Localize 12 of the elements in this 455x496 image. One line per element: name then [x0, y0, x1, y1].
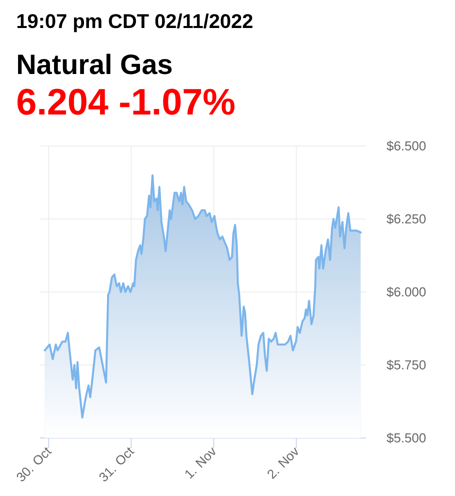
y-tick-label: $5.500: [386, 432, 426, 444]
x-tick-label: 31. Oct: [99, 447, 135, 482]
y-tick-label: $6.000: [386, 286, 426, 298]
x-tick-label: 30. Oct: [16, 447, 52, 482]
text: 19:07 pm CDT 02/11/2022: [17, 14, 252, 32]
y-tick-label: $6.250: [386, 214, 426, 224]
x-tick-label: 2. Nov: [268, 447, 298, 480]
y-tick-label: $6.500: [386, 140, 426, 152]
chart-subtitle: 6.204 -1.07%: [18, 88, 234, 115]
y-tick-label: $5.750: [386, 360, 426, 370]
x-tick-label: 1. Nov: [185, 447, 216, 479]
chart-title: Natural Gas: [18, 54, 172, 74]
